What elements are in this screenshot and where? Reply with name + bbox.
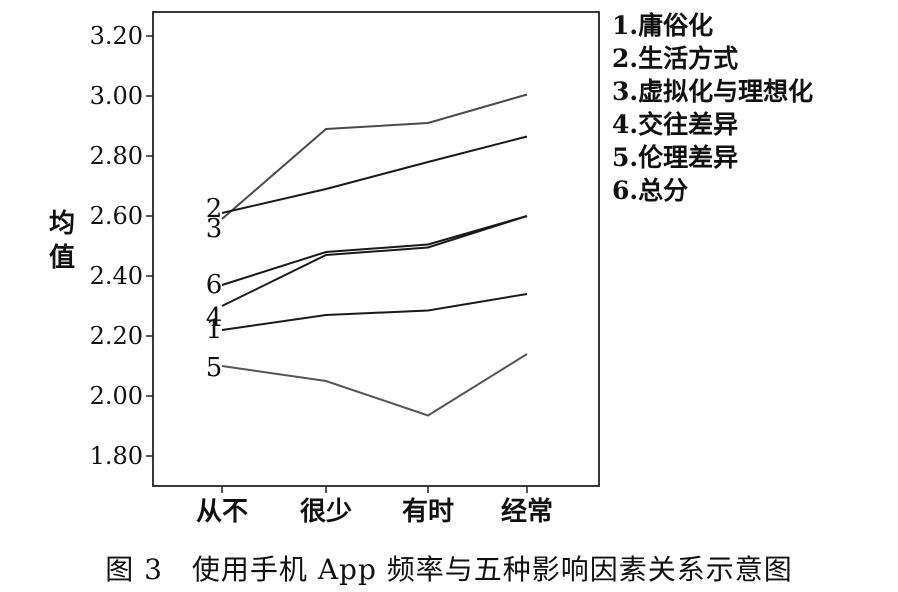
series-label-1: 1 bbox=[206, 315, 223, 345]
series-label-6: 6 bbox=[206, 270, 223, 300]
series-label-2: 2 bbox=[206, 194, 223, 224]
legend-entry: 5.伦理差异 bbox=[612, 143, 738, 172]
series-line-6 bbox=[221, 215, 528, 286]
x-tick-label: 有时 bbox=[402, 497, 454, 527]
series-line-1 bbox=[221, 293, 528, 331]
y-tick-label: 2.20 bbox=[90, 322, 143, 350]
y-tick-label: 3.20 bbox=[90, 22, 143, 50]
legend-entry: 2.生活方式 bbox=[612, 44, 738, 73]
series-line-2 bbox=[221, 93, 528, 220]
figure-caption: 图 3 使用手机 App 频率与五种影响因素关系示意图 bbox=[105, 553, 793, 586]
series-line-3 bbox=[221, 135, 528, 214]
series-label-5: 5 bbox=[206, 353, 223, 383]
series-line-5 bbox=[221, 353, 528, 417]
x-tick-label: 经常 bbox=[501, 496, 553, 527]
series-label-4: 4 bbox=[206, 303, 223, 333]
y-tick-label: 2.00 bbox=[90, 382, 143, 410]
y-tick-label: 2.60 bbox=[90, 202, 143, 230]
y-tick-label: 2.80 bbox=[90, 142, 143, 170]
x-tick-label: 很少 bbox=[300, 497, 352, 527]
y-axis-label: 均值 bbox=[49, 209, 75, 273]
line-chart: 1.80 2.00 2.20 2.40 2.60 2.80 3.00 3.20 从不 很少 有时 经常… bbox=[49, 11, 813, 527]
y-tick-label: 2.40 bbox=[90, 262, 143, 290]
series-label-3: 3 bbox=[206, 214, 223, 244]
x-tick-label: 从不 bbox=[196, 497, 248, 527]
legend-entry: 3.虚拟化与理想化 bbox=[612, 77, 813, 106]
series-line-4 bbox=[221, 215, 528, 307]
legend-entry: 4.交往差异 bbox=[612, 110, 738, 139]
plot-frame bbox=[152, 11, 600, 487]
y-tick-label: 3.00 bbox=[90, 82, 143, 110]
y-tick-label: 1.80 bbox=[90, 442, 143, 470]
legend-entry: 6.总分 bbox=[612, 176, 688, 205]
legend-entry: 1.庸俗化 bbox=[612, 11, 713, 40]
